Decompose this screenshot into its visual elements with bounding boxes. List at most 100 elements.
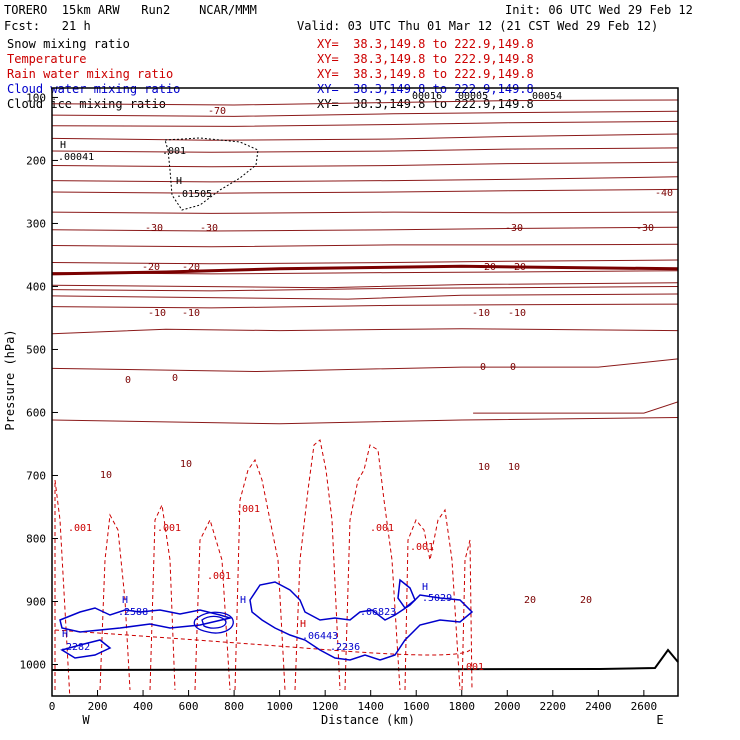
rain-label: .001 — [68, 523, 92, 534]
cloud-water-contour — [249, 581, 474, 661]
forecast-hour: Fcst: 21 h — [4, 19, 91, 33]
rain-contour — [149, 503, 176, 691]
isotherm-line — [52, 133, 678, 141]
x-tick-label: 2600 — [631, 700, 658, 713]
rain-contour — [194, 518, 231, 691]
snow-label: 00016 — [412, 91, 442, 102]
legend-rain: Rain water mixing ratio — [7, 67, 174, 81]
x-axis-title: Distance (km) — [321, 713, 415, 727]
isotherm-label: 20 — [524, 595, 536, 606]
isotherm-line — [52, 282, 678, 289]
rain-contour — [404, 508, 461, 691]
rain-label: .001 — [207, 571, 231, 582]
legend-snow: Snow mixing ratio — [7, 37, 130, 51]
rain-label: .001 — [460, 662, 484, 673]
isotherm-line — [52, 147, 678, 153]
cloud-water-label: .2282 — [60, 642, 90, 653]
isotherm-line — [52, 328, 678, 335]
isotherm-label: 10 — [508, 462, 520, 473]
y-tick-label: 100 — [26, 91, 46, 104]
isotherm-label: -10 — [148, 308, 166, 319]
isotherm-line — [52, 264, 678, 276]
x-tick-label: 0 — [49, 700, 56, 713]
rain-label: .001 — [157, 523, 181, 534]
plot-frame — [51, 87, 679, 697]
isotherm-label: -30 — [505, 223, 523, 234]
x-tick-label: 1400 — [357, 700, 384, 713]
rain-contour — [234, 458, 286, 691]
legend-rain-xy: XY= 38.3,149.8 to 222.9,149.8 — [317, 67, 534, 81]
cloud-water-label: .2236 — [330, 642, 360, 653]
rain-contour — [461, 539, 473, 691]
model-title: TORERO 15km ARW Run2 NCAR/MMM — [4, 3, 257, 17]
isotherm-label: -30 — [636, 223, 654, 234]
legend-cloud-water: Cloud water mixing ratio — [7, 82, 181, 96]
rain-label: .001 — [410, 542, 434, 553]
isotherm-label: 0 — [480, 362, 486, 373]
isotherm-line — [52, 120, 678, 127]
cloud-water-contour — [193, 611, 234, 634]
isotherm-label: 20 — [580, 595, 592, 606]
isotherm-label: 10 — [478, 462, 490, 473]
x-tick-label: 2400 — [585, 700, 612, 713]
isotherm-line — [52, 259, 678, 265]
isotherm-line — [52, 211, 678, 214]
rain-label: .001 — [236, 504, 260, 515]
isotherm-label: -20 — [142, 262, 160, 273]
isotherm-label: -70 — [208, 106, 226, 117]
cloud-ice-contour — [164, 137, 259, 211]
isotherm-line — [473, 401, 678, 414]
y-tick-label: 900 — [26, 595, 46, 608]
legend-temperature-xy: XY= 38.3,149.8 to 222.9,149.8 — [317, 52, 534, 66]
x-tick-label: 400 — [133, 700, 153, 713]
isotherm-line — [52, 99, 678, 106]
cloud-water-contour — [59, 607, 233, 633]
cloud-water-label: .06823 — [360, 607, 396, 618]
rain-contour — [99, 513, 131, 691]
isotherm-label: -30 — [200, 223, 218, 234]
isotherm-line — [52, 226, 678, 232]
y-tick-label: 1000 — [20, 658, 47, 671]
isotherm-label: -20 — [478, 262, 496, 273]
isotherm-line — [52, 303, 678, 309]
max-marker: H — [240, 595, 246, 606]
isotherm-label: -40 — [655, 188, 673, 199]
max-marker: H — [122, 595, 128, 606]
y-tick-label: 200 — [26, 154, 46, 167]
snow-label: 00005 — [458, 91, 488, 102]
x-tick-label: 1000 — [266, 700, 293, 713]
isotherm-label: 0 — [510, 362, 516, 373]
rain-contour — [344, 444, 401, 691]
init-time: Init: 06 UTC Wed 29 Feb 12 — [505, 3, 693, 17]
y-axis-title: Pressure (hPa) — [3, 329, 17, 430]
x-tick-label: 2200 — [540, 700, 567, 713]
isotherm-label: -20 — [508, 262, 526, 273]
rain-contour — [54, 479, 71, 696]
cloud-ice-label: .01505 — [176, 189, 212, 200]
max-marker: H — [60, 140, 66, 151]
cloud-water-label: .06443 — [302, 631, 338, 642]
east-label: E — [656, 713, 663, 727]
isotherm-line — [52, 243, 678, 248]
isotherm-line — [52, 417, 678, 425]
isotherm-line — [52, 176, 678, 183]
isotherm-line — [52, 161, 678, 168]
y-tick-label: 300 — [26, 217, 46, 230]
isotherm-label: -10 — [508, 308, 526, 319]
max-marker: H — [422, 582, 428, 593]
y-tick-label: 800 — [26, 532, 46, 545]
snow-label: 00054 — [532, 91, 562, 102]
cloud-water-label: .2588 — [118, 607, 148, 618]
y-tick-label: 600 — [26, 406, 46, 419]
isotherm-label: 10 — [180, 459, 192, 470]
cloud-water-contour — [60, 639, 112, 659]
cloud-ice-label: .001 — [162, 146, 186, 157]
terrain-line — [51, 648, 679, 671]
isotherm-label: 10 — [100, 470, 112, 481]
max-marker: H — [62, 629, 68, 640]
max-marker: H — [300, 619, 306, 630]
legend-temperature: Temperature — [7, 52, 87, 66]
y-tick-label: 700 — [26, 469, 46, 482]
isotherm-label: -10 — [182, 308, 200, 319]
isotherm-label: -30 — [145, 223, 163, 234]
